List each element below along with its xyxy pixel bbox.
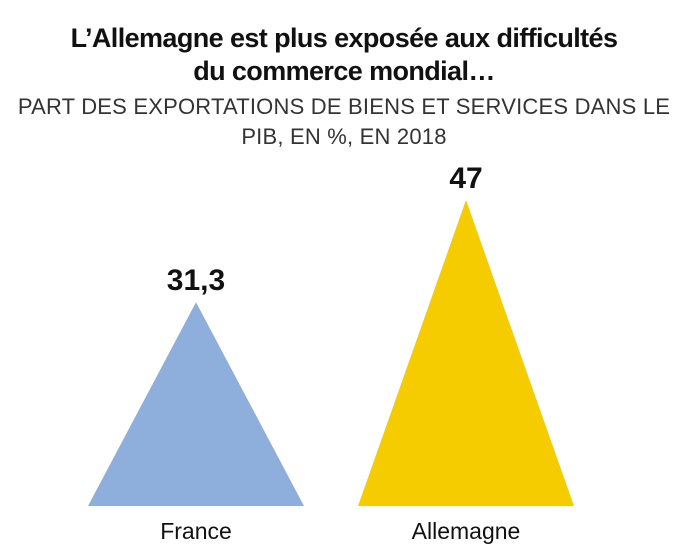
chart-title: L’Allemagne est plus exposée aux difficu… [70, 23, 618, 86]
category-label-france: France [160, 518, 232, 544]
bar-allemagne [358, 200, 574, 506]
chart-subtitle: PART DES EXPORTATIONS DE BIENS ET SERVIC… [17, 94, 671, 149]
value-label-allemagne: 47 [449, 162, 482, 195]
value-label-france: 31,3 [167, 264, 225, 297]
category-label-allemagne: Allemagne [412, 518, 521, 544]
chart-header: L’Allemagne est plus exposée aux difficu… [0, 22, 688, 152]
bar-france [88, 302, 304, 506]
